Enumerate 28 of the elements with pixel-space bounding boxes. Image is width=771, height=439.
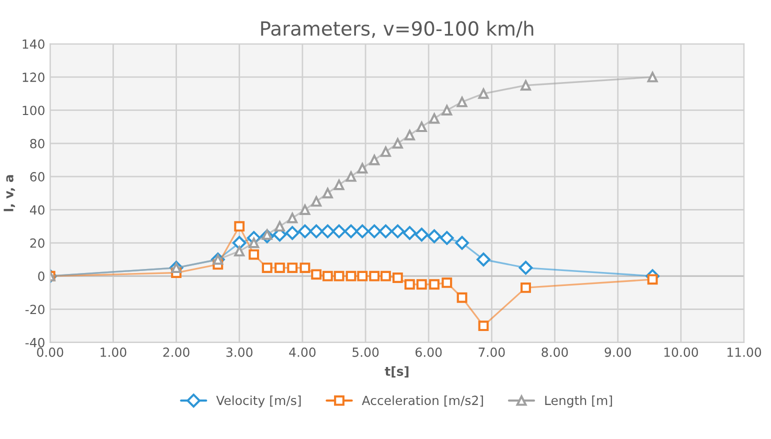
x-tick-label: 1.00: [100, 348, 126, 357]
y-tick-label: 0: [38, 272, 44, 282]
y-axis-title: l, v, a: [4, 175, 16, 212]
x-tick-label: 9.00: [604, 348, 631, 357]
x-axis-title: t[s]: [384, 366, 408, 378]
y-tick-label: 100: [22, 106, 44, 116]
x-tick-label: 4.00: [289, 348, 316, 357]
x-tick-label: 10.00: [664, 348, 698, 357]
legend-label: Acceleration [m/s2]: [362, 395, 483, 407]
y-tick-label: 120: [22, 72, 44, 82]
legend-label: Velocity [m/s]: [216, 395, 301, 408]
y-tick-label: 80: [30, 138, 44, 148]
x-tick-label: 11.00: [727, 348, 762, 357]
x-tick-label: 7.00: [478, 348, 505, 357]
y-tick-label: -40: [25, 338, 44, 348]
chart-title: Parameters, v=90-100 km/h: [261, 20, 534, 38]
y-tick-label: 40: [30, 205, 44, 215]
x-tick-label: 8.00: [542, 348, 568, 357]
x-tick-label: 5.00: [352, 348, 379, 357]
x-tick-label: 3.00: [226, 348, 252, 357]
y-tick-label: 140: [22, 39, 44, 49]
x-tick-label: 0.00: [37, 348, 64, 357]
y-tick-label: -20: [25, 304, 44, 314]
legend-label: Length [m]: [545, 395, 612, 408]
x-tick-label: 2.00: [163, 348, 190, 357]
y-tick-label: 60: [30, 172, 44, 182]
x-tick-label: 6.00: [416, 348, 442, 357]
y-tick-label: 20: [30, 238, 44, 248]
